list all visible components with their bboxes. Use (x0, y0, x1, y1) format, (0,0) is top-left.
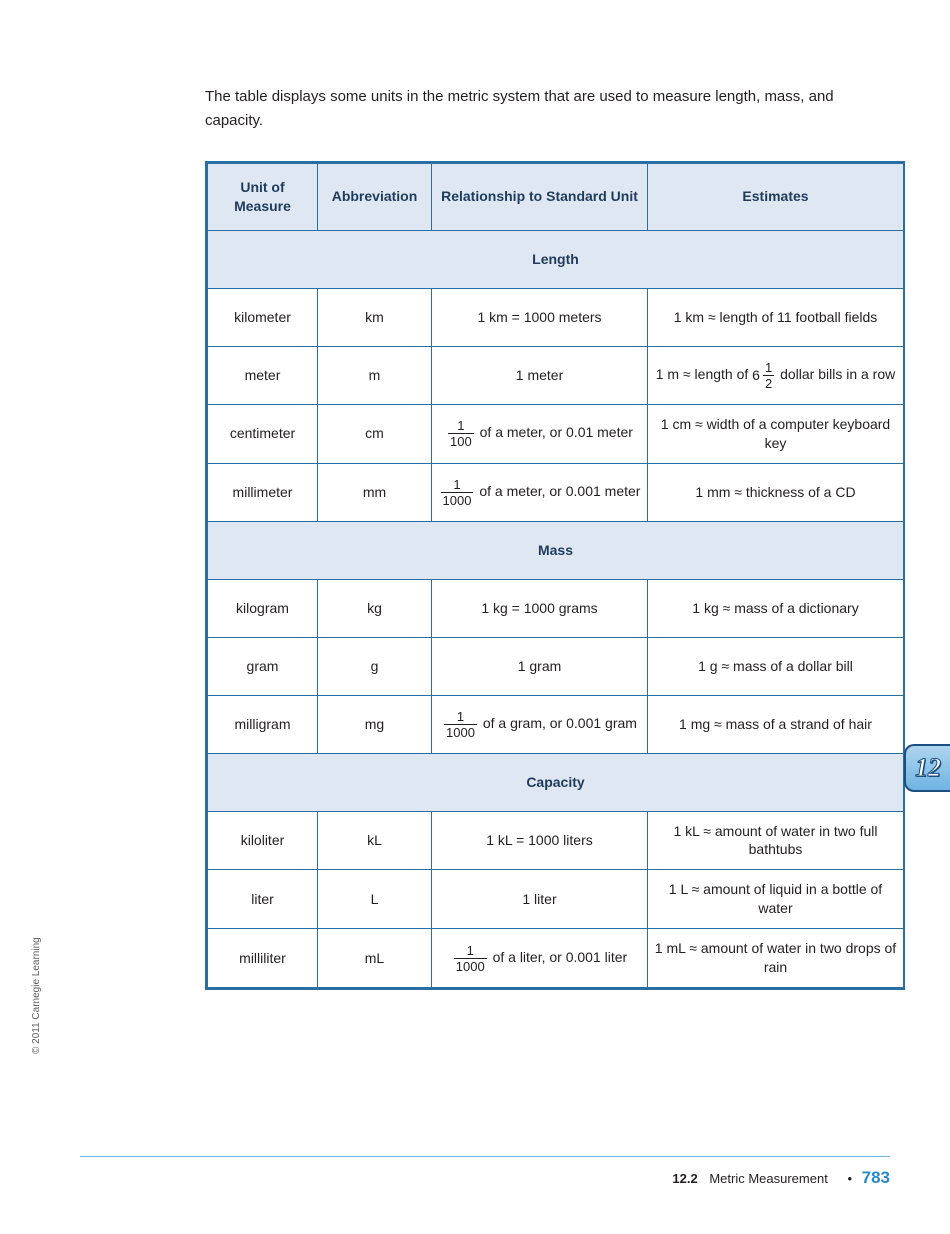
fraction: 11000 (441, 478, 474, 507)
abbr-cell: mg (318, 695, 432, 753)
page-footer: 12.2 Metric Measurement • 783 (672, 1168, 890, 1188)
abbr-cell: L (318, 870, 432, 929)
table-row: millimeter mm 11000 of a meter, or 0.001… (208, 463, 904, 521)
fraction-num: 1 (444, 710, 477, 725)
unit-cell: kilogram (208, 579, 318, 637)
fraction: 11000 (454, 944, 487, 973)
rel-cell: 1 km = 1000 meters (432, 288, 648, 346)
intro-text: The table displays some units in the met… (205, 85, 890, 133)
section-length-label: Length (208, 230, 904, 288)
rel-suffix: of a meter, or 0.01 meter (476, 424, 633, 440)
table-row: centimeter cm 1100 of a meter, or 0.01 m… (208, 404, 904, 463)
est-cell: 1 m ≈ length of 612 dollar bills in a ro… (648, 346, 904, 404)
est-cell: 1 km ≈ length of 11 football fields (648, 288, 904, 346)
unit-cell: liter (208, 870, 318, 929)
unit-cell: kiloliter (208, 811, 318, 870)
table-row: milligram mg 11000 of a gram, or 0.001 g… (208, 695, 904, 753)
fraction: 11000 (444, 710, 477, 739)
est-cell: 1 mm ≈ thickness of a CD (648, 463, 904, 521)
abbr-cell: km (318, 288, 432, 346)
table-header-row: Unit of Measure Abbreviation Relationshi… (208, 164, 904, 231)
footer-rule (80, 1156, 890, 1157)
est-suffix: dollar bills in a row (776, 366, 895, 382)
col-rel: Relationship to Standard Unit (432, 164, 648, 231)
fraction-den: 1000 (444, 725, 477, 739)
fraction: 1100 (448, 419, 474, 448)
est-cell: 1 mg ≈ mass of a strand of hair (648, 695, 904, 753)
fraction-num: 1 (454, 944, 487, 959)
unit-cell: centimeter (208, 404, 318, 463)
fraction-num: 1 (763, 361, 774, 376)
abbr-cell: kL (318, 811, 432, 870)
abbr-cell: kg (318, 579, 432, 637)
fraction: 12 (763, 361, 774, 390)
abbr-cell: mm (318, 463, 432, 521)
est-cell: 1 cm ≈ width of a computer keyboard key (648, 404, 904, 463)
footer-dot: • (847, 1171, 852, 1186)
rel-suffix: of a meter, or 0.001 meter (475, 483, 640, 499)
rel-cell: 1 kg = 1000 grams (432, 579, 648, 637)
table-row: liter L 1 liter 1 L ≈ amount of liquid i… (208, 870, 904, 929)
section-capacity: Capacity (208, 753, 904, 811)
fraction-num: 1 (441, 478, 474, 493)
abbr-cell: cm (318, 404, 432, 463)
table-row: kiloliter kL 1 kL = 1000 liters 1 kL ≈ a… (208, 811, 904, 870)
table-row: kilogram kg 1 kg = 1000 grams 1 kg ≈ mas… (208, 579, 904, 637)
col-est: Estimates (648, 164, 904, 231)
rel-cell: 1 liter (432, 870, 648, 929)
fraction-den: 1000 (441, 493, 474, 507)
est-cell: 1 kL ≈ amount of water in two full batht… (648, 811, 904, 870)
rel-cell: 1 meter (432, 346, 648, 404)
rel-cell: 1 gram (432, 637, 648, 695)
est-prefix: 1 m ≈ length of (656, 366, 752, 382)
table-row: milliliter mL 11000 of a liter, or 0.001… (208, 929, 904, 988)
table-row: gram g 1 gram 1 g ≈ mass of a dollar bil… (208, 637, 904, 695)
mixed-fraction: 612 (752, 366, 776, 382)
est-cell: 1 L ≈ amount of liquid in a bottle of wa… (648, 870, 904, 929)
unit-cell: millimeter (208, 463, 318, 521)
est-cell: 1 g ≈ mass of a dollar bill (648, 637, 904, 695)
footer-section: 12.2 (672, 1171, 697, 1186)
chapter-tab: 12 (904, 744, 950, 792)
unit-cell: milligram (208, 695, 318, 753)
fraction-den: 100 (448, 434, 474, 448)
unit-cell: meter (208, 346, 318, 404)
est-cell: 1 kg ≈ mass of a dictionary (648, 579, 904, 637)
col-unit: Unit of Measure (208, 164, 318, 231)
rel-cell: 11000 of a meter, or 0.001 meter (432, 463, 648, 521)
unit-cell: gram (208, 637, 318, 695)
rel-cell: 1100 of a meter, or 0.01 meter (432, 404, 648, 463)
fraction-den: 1000 (454, 959, 487, 973)
abbr-cell: m (318, 346, 432, 404)
section-capacity-label: Capacity (208, 753, 904, 811)
rel-cell: 11000 of a gram, or 0.001 gram (432, 695, 648, 753)
abbr-cell: g (318, 637, 432, 695)
table-row: meter m 1 meter 1 m ≈ length of 612 doll… (208, 346, 904, 404)
mixed-whole: 6 (752, 366, 760, 385)
section-length: Length (208, 230, 904, 288)
rel-suffix: of a liter, or 0.001 liter (489, 949, 628, 965)
rel-cell: 11000 of a liter, or 0.001 liter (432, 929, 648, 988)
copyright-text: © 2011 Carnegie Learning (31, 937, 42, 1054)
footer-page-number: 783 (862, 1168, 890, 1187)
fraction-num: 1 (448, 419, 474, 434)
unit-cell: kilometer (208, 288, 318, 346)
rel-cell: 1 kL = 1000 liters (432, 811, 648, 870)
abbr-cell: mL (318, 929, 432, 988)
metric-units-table: Unit of Measure Abbreviation Relationshi… (205, 161, 905, 990)
table-row: kilometer km 1 km = 1000 meters 1 km ≈ l… (208, 288, 904, 346)
chapter-tab-number: 12 (915, 753, 941, 783)
section-mass-label: Mass (208, 521, 904, 579)
rel-suffix: of a gram, or 0.001 gram (479, 715, 637, 731)
footer-title: Metric Measurement (709, 1171, 827, 1186)
unit-cell: milliliter (208, 929, 318, 988)
fraction-den: 2 (763, 376, 774, 390)
section-mass: Mass (208, 521, 904, 579)
est-cell: 1 mL ≈ amount of water in two drops of r… (648, 929, 904, 988)
col-abbr: Abbreviation (318, 164, 432, 231)
